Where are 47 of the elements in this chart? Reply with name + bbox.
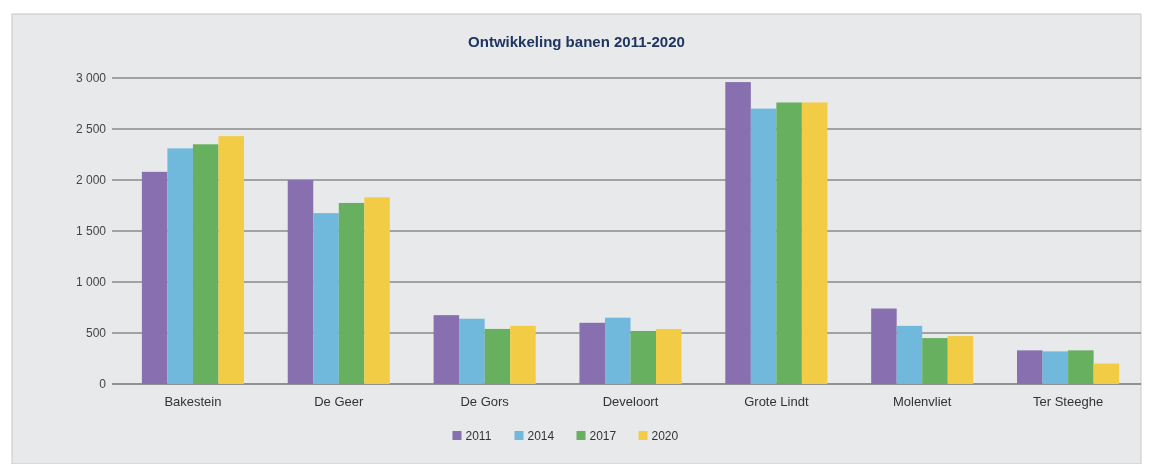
bar (801, 102, 828, 384)
bar (484, 328, 511, 384)
x-tick-label: De Geer (314, 394, 365, 409)
bar (338, 202, 365, 384)
x-tick-label: Grote Lindt (744, 394, 809, 409)
x-tick-label: De Gors (460, 394, 510, 409)
bar (167, 148, 193, 384)
y-tick-label: 3 000 (75, 71, 107, 86)
x-tick-label: Develoort (602, 394, 659, 409)
bar (579, 322, 605, 384)
y-tick-label: 1 500 (75, 224, 107, 239)
bar (1042, 351, 1069, 384)
bar (630, 330, 657, 384)
bar (725, 82, 751, 384)
bar (1068, 350, 1094, 384)
bar (218, 136, 244, 384)
x-tick-label: Molenvliet (892, 394, 952, 409)
chart-title: Ontwikkeling banen 2011-2020 (468, 33, 685, 50)
bar (1093, 363, 1120, 384)
bar (510, 325, 536, 384)
bar (192, 144, 219, 384)
legend-label: 2014 (527, 429, 555, 443)
x-tick-label: Ter Steeghe (1033, 394, 1104, 409)
bar (287, 180, 314, 384)
bar (1017, 350, 1043, 384)
legend-label: 2020 (651, 429, 679, 443)
bar (604, 317, 631, 384)
bar (871, 308, 897, 384)
bar (364, 197, 390, 384)
bar (433, 315, 460, 384)
bar (922, 338, 948, 384)
bar (313, 213, 339, 384)
bar (459, 318, 485, 384)
bar (141, 171, 168, 384)
bar (750, 108, 777, 384)
legend-label: 2011 (465, 429, 492, 443)
y-tick-label: 1 000 (75, 275, 107, 290)
y-tick-label: 2 500 (75, 122, 107, 137)
bar (947, 336, 974, 384)
bar (896, 325, 923, 384)
legend-label: 2017 (589, 429, 617, 443)
y-tick-label: 0 (99, 377, 107, 392)
bar (656, 328, 682, 384)
y-tick-label: 500 (85, 326, 107, 341)
y-tick-label: 2 000 (75, 173, 107, 188)
bar (776, 102, 802, 384)
x-tick-label: Bakestein (164, 394, 222, 409)
